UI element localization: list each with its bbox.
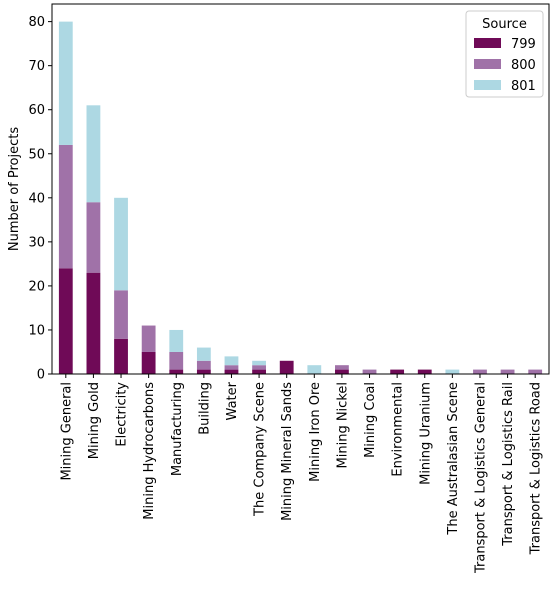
legend-swatch-800 — [474, 59, 501, 69]
bar-800-16 — [500, 369, 515, 374]
bar-801-14 — [445, 369, 460, 374]
bar-799-2 — [114, 338, 128, 374]
y-tick-label-6: 60 — [28, 103, 45, 118]
bar-800-2 — [114, 290, 128, 339]
bar-801-5 — [196, 347, 211, 361]
bar-799-0 — [58, 268, 73, 374]
x-tick-label-4: Manufacturing — [170, 382, 185, 476]
bar-800-3 — [141, 325, 156, 352]
bar-801-4 — [169, 329, 184, 352]
x-tick-label-0: Mining General — [59, 382, 74, 481]
legend-frame — [465, 10, 544, 98]
x-tick-label-11: Mining Coal — [363, 382, 378, 458]
y-tick-label-8: 80 — [28, 15, 45, 30]
x-tick-label-5: Building — [197, 382, 212, 435]
x-tick-label-2: Electricity — [115, 382, 130, 447]
bars-layer — [58, 21, 543, 374]
bar-799-1 — [86, 272, 101, 374]
bar-801-2 — [114, 197, 128, 291]
bar-801-9 — [307, 365, 322, 374]
bar-799-5 — [196, 369, 211, 374]
bar-800-17 — [528, 369, 543, 374]
legend-label-801: 801 — [511, 79, 536, 94]
bar-800-15 — [473, 369, 487, 374]
x-tick-label-9: Mining Iron Ore — [308, 382, 323, 482]
x-tick-label-1: Mining Gold — [87, 382, 102, 459]
bar-800-10 — [335, 365, 349, 370]
x-tick-label-17: Transport & Logistics Road — [529, 382, 544, 555]
bar-799-3 — [141, 351, 156, 374]
x-tick-label-6: Water — [225, 381, 240, 420]
y-tick-label-0: 0 — [37, 368, 45, 383]
x-tick-label-14: The Australasian Scene — [446, 382, 461, 536]
legend-label-800: 800 — [511, 58, 536, 73]
bar-800-7 — [252, 365, 266, 370]
bar-799-7 — [252, 369, 266, 374]
legend-title: Source — [482, 17, 527, 32]
x-tick-label-3: Mining Hydrocarbons — [142, 382, 157, 520]
x-tick-label-16: Transport & Logistics Rail — [501, 382, 516, 547]
bar-800-0 — [58, 144, 73, 269]
x-tick-label-13: Mining Uranium — [418, 382, 433, 485]
bar-799-6 — [224, 369, 239, 374]
y-tick-label-5: 50 — [28, 147, 45, 162]
bar-800-4 — [169, 351, 184, 370]
bar-800-11 — [362, 369, 377, 374]
y-tick-label-4: 40 — [28, 191, 45, 206]
bar-801-0 — [58, 21, 73, 145]
plot-frame — [51, 3, 550, 375]
legend-swatch-801 — [474, 80, 501, 90]
legend-label-799: 799 — [511, 37, 536, 52]
y-tick-label-2: 20 — [28, 279, 45, 294]
x-tick-label-15: Transport & Logistics General — [473, 382, 488, 574]
y-tick-label-1: 10 — [28, 323, 45, 338]
y-tick-label-3: 30 — [28, 235, 45, 250]
bar-799-13 — [417, 369, 432, 374]
bar-800-1 — [86, 202, 101, 273]
y-axis: 0 10 20 30 40 50 60 70 80 — [28, 15, 52, 383]
bar-799-10 — [335, 369, 349, 374]
y-tick-label-7: 70 — [28, 59, 45, 74]
bar-799-4 — [169, 369, 184, 374]
legend: Source 799 800 801 — [465, 10, 544, 98]
bar-799-12 — [390, 369, 405, 374]
y-axis-label: Number of Projects — [7, 127, 22, 251]
x-tick-label-7: The Company Scene — [253, 382, 268, 517]
x-tick-label-12: Environmental — [391, 382, 406, 477]
bar-801-6 — [224, 356, 239, 366]
bar-801-7 — [252, 360, 266, 366]
bar-799-8 — [279, 360, 294, 374]
x-tick-label-8: Mining Mineral Sands — [280, 382, 295, 521]
x-tick-label-10: Mining Nickel — [335, 382, 350, 468]
bar-800-5 — [196, 360, 211, 370]
bar-801-1 — [86, 105, 101, 203]
bar-800-6 — [224, 365, 239, 370]
x-axis: Mining General Mining Gold Electricity Mini… — [59, 374, 544, 574]
legend-swatch-799 — [474, 38, 501, 48]
